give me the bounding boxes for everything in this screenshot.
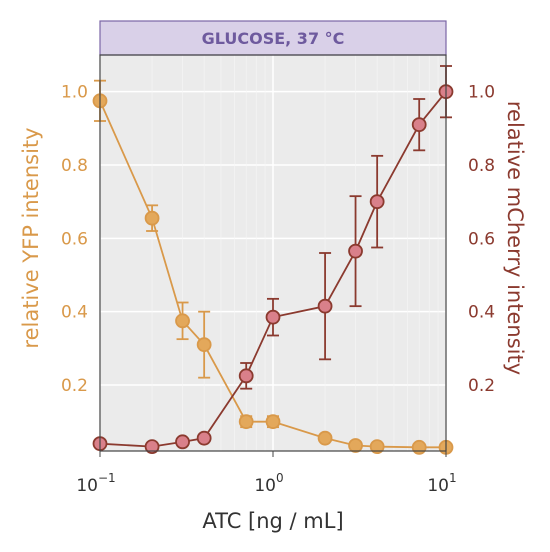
data-point (265, 309, 281, 325)
data-point (348, 438, 363, 453)
data-point (411, 439, 427, 455)
data-point (348, 243, 363, 259)
y-tick-label-left: 0.8 (61, 156, 88, 176)
panel-strip (99, 20, 447, 56)
y-tick-label-left: 0.4 (61, 303, 88, 323)
x-tick-label: 10−1 (76, 471, 115, 496)
grid-lines (99, 55, 447, 451)
y-axis-label-left: relative YFP intensity (19, 127, 43, 348)
data-point (411, 117, 427, 133)
data-point (369, 439, 385, 455)
y-tick-label-left: 0.2 (61, 376, 88, 396)
data-point (238, 414, 254, 430)
data-point (144, 210, 160, 226)
x-tick-exponent: 1 (449, 471, 457, 485)
x-tick-exponent: −1 (98, 471, 116, 485)
y-tick-label-left: 1.0 (61, 83, 88, 103)
y-tick-label-right: 0.2 (468, 376, 495, 396)
data-point (196, 337, 212, 353)
y-axis-label-right: relative mCherry intensity (503, 101, 527, 375)
data-point (265, 414, 281, 430)
data-point (144, 439, 160, 455)
data-point (238, 368, 254, 384)
panel-title: GLUCOSE, 37 °C (202, 29, 345, 48)
x-tick-label: 101 (427, 471, 456, 496)
y-tick-label-right: 0.6 (468, 229, 495, 249)
data-point (317, 298, 333, 314)
x-axis-label: ATC [ng / mL] (202, 509, 343, 533)
data-point (175, 434, 190, 450)
data-point (175, 313, 190, 329)
data-point (317, 430, 333, 446)
data-point (369, 194, 385, 210)
y-tick-label-right: 0.4 (468, 303, 495, 323)
x-tick-exponent: 0 (276, 471, 284, 485)
y-tick-label-left: 0.6 (61, 229, 88, 249)
x-tick-label: 100 (254, 471, 283, 496)
y-tick-label-right: 0.8 (468, 156, 495, 176)
y-tick-label-right: 1.0 (468, 83, 495, 103)
data-point (196, 430, 212, 446)
